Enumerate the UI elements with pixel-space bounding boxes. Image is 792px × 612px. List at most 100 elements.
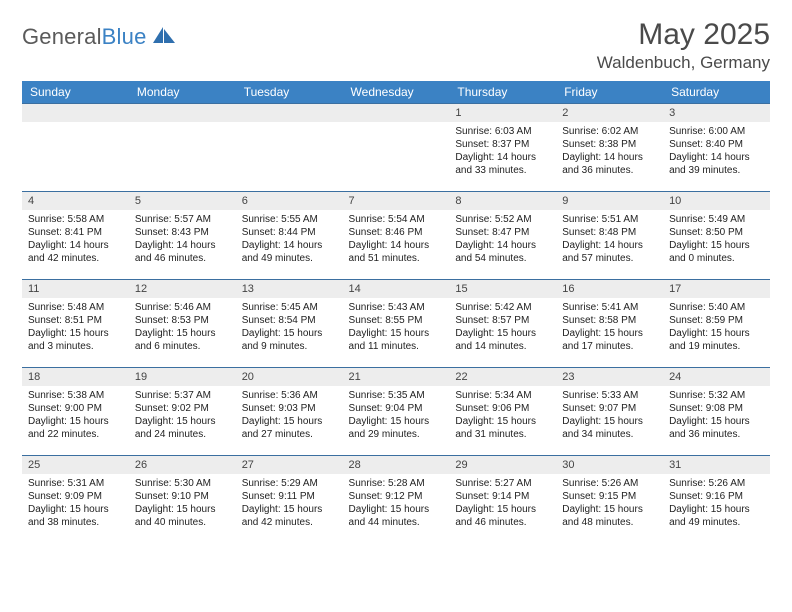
sunset-line: Sunset: 8:48 PM bbox=[562, 226, 657, 239]
sunset-line: Sunset: 9:09 PM bbox=[28, 490, 123, 503]
day-number: 22 bbox=[449, 368, 556, 386]
sunset-line: Sunset: 8:53 PM bbox=[135, 314, 230, 327]
sunset-line: Sunset: 8:50 PM bbox=[669, 226, 764, 239]
sunrise-line: Sunrise: 5:42 AM bbox=[455, 301, 550, 314]
calendar-body: 1Sunrise: 6:03 AMSunset: 8:37 PMDaylight… bbox=[22, 104, 770, 544]
sunset-line: Sunset: 8:44 PM bbox=[242, 226, 337, 239]
daylight-line: Daylight: 15 hours and 40 minutes. bbox=[135, 503, 230, 529]
sunrise-line: Sunrise: 6:00 AM bbox=[669, 125, 764, 138]
day-details: Sunrise: 5:48 AMSunset: 8:51 PMDaylight:… bbox=[22, 298, 129, 357]
day-details: Sunrise: 5:57 AMSunset: 8:43 PMDaylight:… bbox=[129, 210, 236, 269]
calendar-day-cell: 4Sunrise: 5:58 AMSunset: 8:41 PMDaylight… bbox=[22, 192, 129, 280]
daylight-line: Daylight: 15 hours and 36 minutes. bbox=[669, 415, 764, 441]
weekday-header: Thursday bbox=[449, 81, 556, 104]
day-details: Sunrise: 5:54 AMSunset: 8:46 PMDaylight:… bbox=[343, 210, 450, 269]
sunset-line: Sunset: 9:14 PM bbox=[455, 490, 550, 503]
daylight-line: Daylight: 15 hours and 29 minutes. bbox=[349, 415, 444, 441]
daylight-line: Daylight: 15 hours and 0 minutes. bbox=[669, 239, 764, 265]
day-details: Sunrise: 5:52 AMSunset: 8:47 PMDaylight:… bbox=[449, 210, 556, 269]
daylight-line: Daylight: 15 hours and 11 minutes. bbox=[349, 327, 444, 353]
calendar-empty-cell bbox=[129, 104, 236, 192]
calendar-day-cell: 15Sunrise: 5:42 AMSunset: 8:57 PMDayligh… bbox=[449, 280, 556, 368]
calendar-day-cell: 2Sunrise: 6:02 AMSunset: 8:38 PMDaylight… bbox=[556, 104, 663, 192]
calendar-day-cell: 12Sunrise: 5:46 AMSunset: 8:53 PMDayligh… bbox=[129, 280, 236, 368]
daylight-line: Daylight: 15 hours and 38 minutes. bbox=[28, 503, 123, 529]
sunrise-line: Sunrise: 5:27 AM bbox=[455, 477, 550, 490]
calendar-day-cell: 18Sunrise: 5:38 AMSunset: 9:00 PMDayligh… bbox=[22, 368, 129, 456]
sunrise-line: Sunrise: 5:31 AM bbox=[28, 477, 123, 490]
sunset-line: Sunset: 8:47 PM bbox=[455, 226, 550, 239]
sunrise-line: Sunrise: 5:57 AM bbox=[135, 213, 230, 226]
sunset-line: Sunset: 8:58 PM bbox=[562, 314, 657, 327]
daylight-line: Daylight: 15 hours and 19 minutes. bbox=[669, 327, 764, 353]
day-number: 26 bbox=[129, 456, 236, 474]
day-number: 28 bbox=[343, 456, 450, 474]
daylight-line: Daylight: 15 hours and 44 minutes. bbox=[349, 503, 444, 529]
day-number bbox=[129, 104, 236, 122]
calendar-week-row: 18Sunrise: 5:38 AMSunset: 9:00 PMDayligh… bbox=[22, 368, 770, 456]
day-number: 9 bbox=[556, 192, 663, 210]
sunrise-line: Sunrise: 5:28 AM bbox=[349, 477, 444, 490]
day-details: Sunrise: 5:38 AMSunset: 9:00 PMDaylight:… bbox=[22, 386, 129, 445]
day-number bbox=[22, 104, 129, 122]
day-number: 16 bbox=[556, 280, 663, 298]
sunrise-line: Sunrise: 5:58 AM bbox=[28, 213, 123, 226]
calendar-day-cell: 26Sunrise: 5:30 AMSunset: 9:10 PMDayligh… bbox=[129, 456, 236, 544]
sunset-line: Sunset: 9:11 PM bbox=[242, 490, 337, 503]
day-number: 5 bbox=[129, 192, 236, 210]
sunset-line: Sunset: 8:40 PM bbox=[669, 138, 764, 151]
calendar-day-cell: 9Sunrise: 5:51 AMSunset: 8:48 PMDaylight… bbox=[556, 192, 663, 280]
day-details: Sunrise: 5:45 AMSunset: 8:54 PMDaylight:… bbox=[236, 298, 343, 357]
weekday-header: Saturday bbox=[663, 81, 770, 104]
sunset-line: Sunset: 8:46 PM bbox=[349, 226, 444, 239]
calendar-week-row: 4Sunrise: 5:58 AMSunset: 8:41 PMDaylight… bbox=[22, 192, 770, 280]
sunrise-line: Sunrise: 6:02 AM bbox=[562, 125, 657, 138]
day-number: 3 bbox=[663, 104, 770, 122]
day-details: Sunrise: 5:26 AMSunset: 9:15 PMDaylight:… bbox=[556, 474, 663, 533]
logo-word-a: General bbox=[22, 24, 102, 49]
sunset-line: Sunset: 9:03 PM bbox=[242, 402, 337, 415]
calendar-day-cell: 20Sunrise: 5:36 AMSunset: 9:03 PMDayligh… bbox=[236, 368, 343, 456]
day-number: 13 bbox=[236, 280, 343, 298]
daylight-line: Daylight: 14 hours and 33 minutes. bbox=[455, 151, 550, 177]
sunrise-line: Sunrise: 5:32 AM bbox=[669, 389, 764, 402]
calendar-day-cell: 6Sunrise: 5:55 AMSunset: 8:44 PMDaylight… bbox=[236, 192, 343, 280]
sunrise-line: Sunrise: 5:26 AM bbox=[562, 477, 657, 490]
weekday-header: Friday bbox=[556, 81, 663, 104]
calendar-day-cell: 11Sunrise: 5:48 AMSunset: 8:51 PMDayligh… bbox=[22, 280, 129, 368]
calendar-day-cell: 13Sunrise: 5:45 AMSunset: 8:54 PMDayligh… bbox=[236, 280, 343, 368]
day-details: Sunrise: 5:34 AMSunset: 9:06 PMDaylight:… bbox=[449, 386, 556, 445]
day-details: Sunrise: 6:03 AMSunset: 8:37 PMDaylight:… bbox=[449, 122, 556, 181]
sunrise-line: Sunrise: 5:41 AM bbox=[562, 301, 657, 314]
daylight-line: Daylight: 14 hours and 54 minutes. bbox=[455, 239, 550, 265]
day-number: 7 bbox=[343, 192, 450, 210]
day-details: Sunrise: 5:33 AMSunset: 9:07 PMDaylight:… bbox=[556, 386, 663, 445]
calendar-empty-cell bbox=[343, 104, 450, 192]
sunset-line: Sunset: 9:16 PM bbox=[669, 490, 764, 503]
calendar-week-row: 11Sunrise: 5:48 AMSunset: 8:51 PMDayligh… bbox=[22, 280, 770, 368]
day-number: 27 bbox=[236, 456, 343, 474]
day-number bbox=[236, 104, 343, 122]
day-details: Sunrise: 5:37 AMSunset: 9:02 PMDaylight:… bbox=[129, 386, 236, 445]
day-details: Sunrise: 5:27 AMSunset: 9:14 PMDaylight:… bbox=[449, 474, 556, 533]
sunset-line: Sunset: 9:00 PM bbox=[28, 402, 123, 415]
daylight-line: Daylight: 14 hours and 46 minutes. bbox=[135, 239, 230, 265]
day-details: Sunrise: 5:46 AMSunset: 8:53 PMDaylight:… bbox=[129, 298, 236, 357]
day-details: Sunrise: 5:31 AMSunset: 9:09 PMDaylight:… bbox=[22, 474, 129, 533]
daylight-line: Daylight: 15 hours and 27 minutes. bbox=[242, 415, 337, 441]
daylight-line: Daylight: 14 hours and 36 minutes. bbox=[562, 151, 657, 177]
daylight-line: Daylight: 15 hours and 34 minutes. bbox=[562, 415, 657, 441]
logo-text: GeneralBlue bbox=[22, 24, 147, 50]
calendar-day-cell: 29Sunrise: 5:27 AMSunset: 9:14 PMDayligh… bbox=[449, 456, 556, 544]
sunset-line: Sunset: 9:08 PM bbox=[669, 402, 764, 415]
sunrise-line: Sunrise: 5:26 AM bbox=[669, 477, 764, 490]
day-details: Sunrise: 6:00 AMSunset: 8:40 PMDaylight:… bbox=[663, 122, 770, 181]
sunrise-line: Sunrise: 5:36 AM bbox=[242, 389, 337, 402]
sunset-line: Sunset: 9:07 PM bbox=[562, 402, 657, 415]
day-details: Sunrise: 5:32 AMSunset: 9:08 PMDaylight:… bbox=[663, 386, 770, 445]
calendar-day-cell: 17Sunrise: 5:40 AMSunset: 8:59 PMDayligh… bbox=[663, 280, 770, 368]
day-number: 24 bbox=[663, 368, 770, 386]
sunrise-line: Sunrise: 5:33 AM bbox=[562, 389, 657, 402]
calendar-empty-cell bbox=[236, 104, 343, 192]
calendar-day-cell: 1Sunrise: 6:03 AMSunset: 8:37 PMDaylight… bbox=[449, 104, 556, 192]
